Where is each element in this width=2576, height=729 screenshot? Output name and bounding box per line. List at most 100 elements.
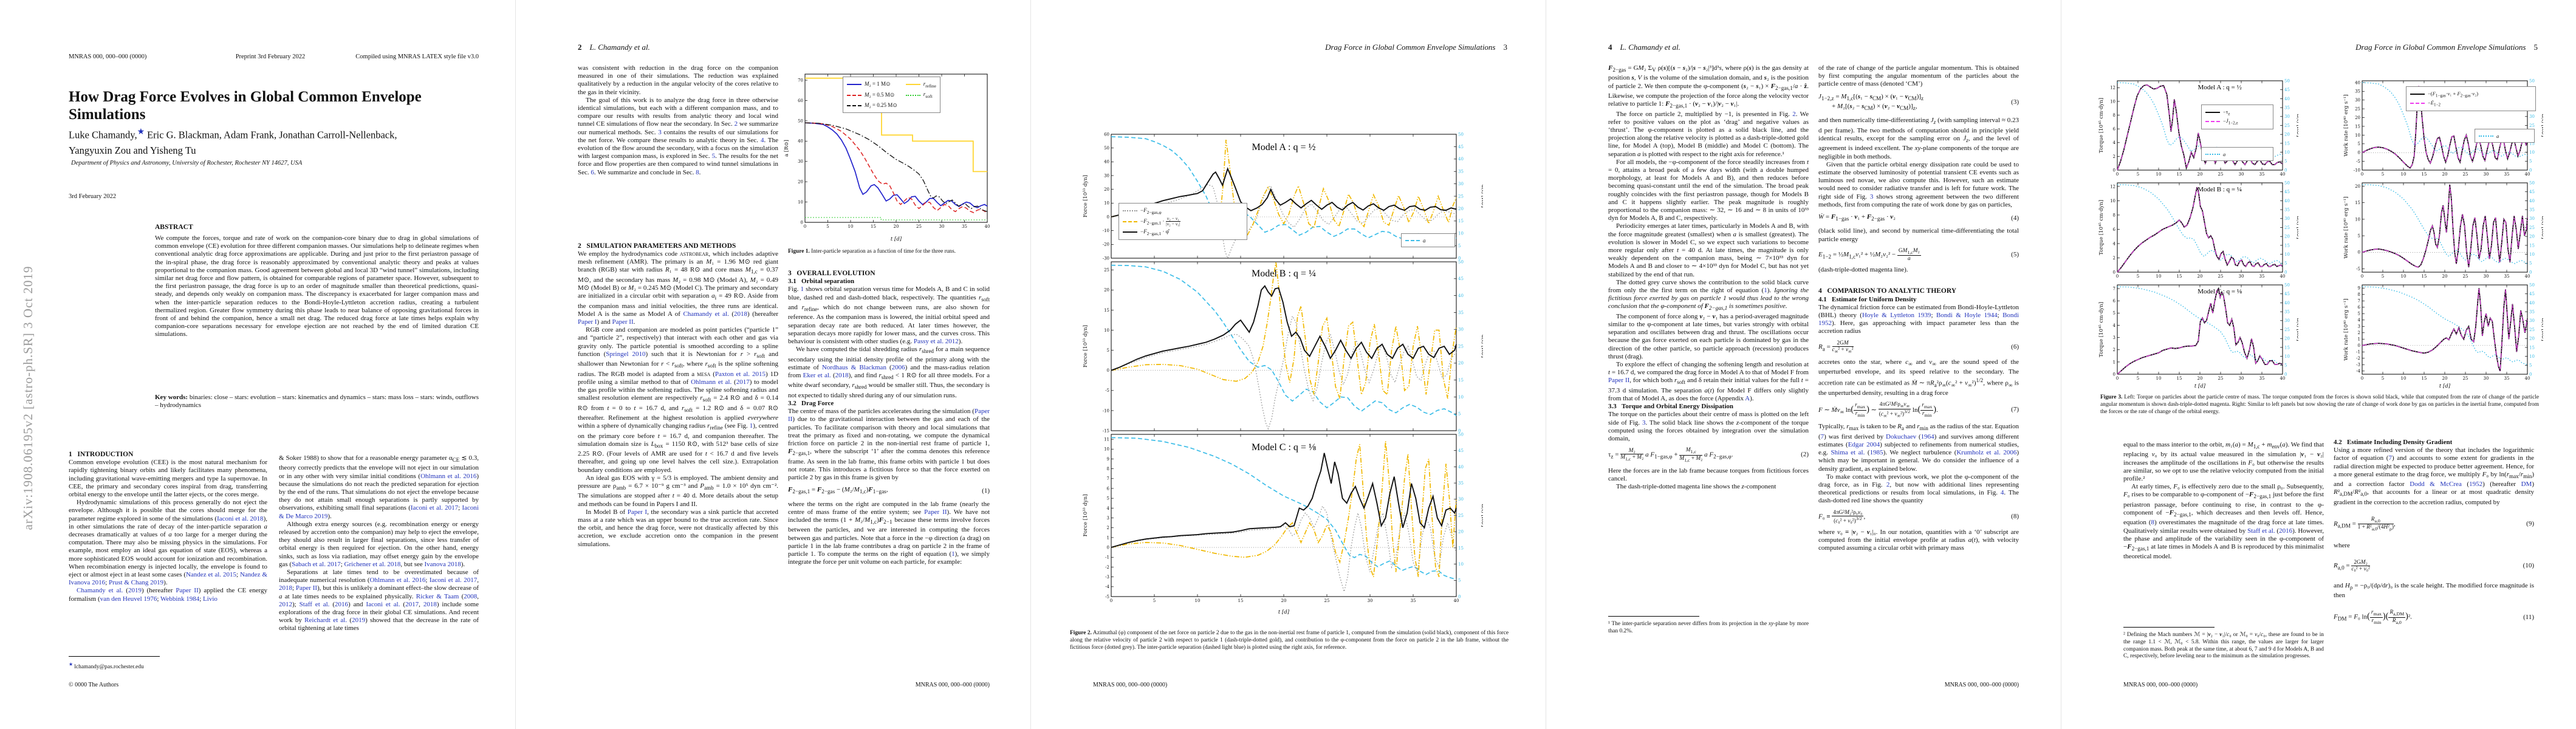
equation-5: E1−2 = ½M1,cv₁² + ½M₂v₂² − GM1,cM₂ a (5) — [1818, 247, 2019, 262]
column-right: of the rate of change of the particle an… — [1818, 64, 2019, 552]
svg-text:25: 25 — [2218, 172, 2224, 177]
svg-text:12: 12 — [2110, 184, 2115, 189]
svg-text:50: 50 — [2284, 79, 2290, 83]
line-sample-yellow-solid — [905, 83, 920, 85]
svg-text:-3: -3 — [2356, 363, 2360, 368]
svg-text:5: 5 — [1458, 412, 1461, 417]
svg-text:10: 10 — [2529, 252, 2535, 257]
svg-text:5: 5 — [2382, 274, 2384, 279]
svg-text:20: 20 — [2197, 172, 2203, 177]
svg-text:8: 8 — [2113, 113, 2115, 118]
svg-text:20: 20 — [2442, 172, 2448, 177]
svg-text:10: 10 — [2529, 150, 2535, 155]
svg-text:-10: -10 — [2354, 168, 2360, 173]
footnote-rule — [2123, 627, 2215, 628]
svg-text:20: 20 — [2355, 115, 2360, 120]
equation-9: Ra,DM = Ra,0 1 + R²a,0/(4H²ρ), (9) — [2334, 516, 2534, 532]
svg-text:4: 4 — [1107, 506, 1110, 511]
figure-1-plot: 0 5 10 15 20 25 30 35 40 0 10 20 30 40 50 60 70 t [d] a [R… — [784, 74, 990, 242]
svg-text:30: 30 — [2355, 98, 2360, 103]
svg-text:20: 20 — [1281, 598, 1287, 603]
svg-text:25: 25 — [1104, 268, 1109, 273]
svg-text:10: 10 — [2156, 376, 2162, 381]
page-footer: MNRAS 000, 000–000 (0000) — [915, 682, 990, 688]
svg-text:0: 0 — [1107, 368, 1109, 373]
preprint-date: Preprint 3rd February 2022 — [235, 53, 306, 60]
svg-text:35: 35 — [2284, 106, 2290, 111]
svg-text:t [d]: t [d] — [1278, 609, 1290, 615]
line-sample-black-solid — [2410, 93, 2425, 95]
svg-text:10: 10 — [2284, 252, 2290, 257]
svg-text:40: 40 — [2529, 199, 2535, 204]
svg-text:a(t) [R⊙]: a(t) [R⊙] — [1480, 185, 1483, 208]
svg-text:40: 40 — [798, 139, 803, 144]
column-left: was consistent with reduction in the dra… — [578, 64, 778, 549]
figure-2-separation-legend: a — [1401, 233, 1455, 247]
journal-ref: MNRAS 000, 000–000 (0000) — [69, 53, 147, 60]
equation-2: τz = M₂ M1,c + M₂ a F1−gas,φ + M1,c M1,c +… — [1608, 447, 1809, 463]
svg-text:6: 6 — [2113, 227, 2116, 232]
svg-text:10: 10 — [2110, 199, 2115, 204]
svg-text:45: 45 — [1458, 276, 1464, 281]
figure-3-torque-legend: −τz −J̇1−2,z — [2201, 104, 2273, 129]
svg-text:-4: -4 — [1105, 584, 1109, 589]
svg-text:-5: -5 — [2356, 267, 2360, 272]
svg-text:50: 50 — [1458, 260, 1464, 264]
paragraph: Common envelope evolution (CEE) is the m… — [69, 459, 267, 499]
svg-text:-2: -2 — [1105, 565, 1109, 570]
svg-text:Force [10³³ dyn]: Force [10³³ dyn] — [1083, 495, 1089, 537]
svg-text:0: 0 — [2284, 168, 2287, 173]
svg-text:7: 7 — [1107, 476, 1109, 481]
svg-text:a(t) [R⊙]: a(t) [R⊙] — [2295, 216, 2298, 239]
svg-text:2: 2 — [2113, 347, 2115, 352]
svg-text:a(t) [R⊙]: a(t) [R⊙] — [2540, 216, 2543, 239]
svg-text:3: 3 — [2113, 335, 2115, 340]
svg-text:40: 40 — [2525, 274, 2530, 279]
svg-text:20: 20 — [1458, 530, 1464, 535]
svg-text:20: 20 — [2355, 184, 2360, 189]
section-4-heading: 4 COMPARISON TO ANALYTIC THEORY — [1818, 287, 1957, 295]
svg-text:-15: -15 — [1103, 428, 1109, 433]
svg-text:50: 50 — [798, 118, 803, 123]
svg-text:10: 10 — [1458, 395, 1464, 400]
svg-text:Work rate [10⁴⁰ erg s⁻¹]: Work rate [10⁴⁰ erg s⁻¹] — [2343, 299, 2349, 361]
line-sample-gold-dashdot — [1123, 221, 1137, 222]
authors-line1: Luke Chamandy,★ Eric G. Blackman, Adam F… — [69, 127, 397, 141]
svg-text:4: 4 — [2358, 318, 2361, 323]
svg-text:35: 35 — [2284, 208, 2290, 213]
svg-text:0: 0 — [2529, 372, 2532, 377]
svg-text:Model A : q = ½: Model A : q = ½ — [2198, 84, 2242, 91]
svg-text:10: 10 — [1104, 201, 1109, 206]
svg-text:Force [10³³ dyn]: Force [10³³ dyn] — [1083, 325, 1089, 368]
svg-text:20: 20 — [2284, 234, 2290, 239]
svg-text:0: 0 — [801, 220, 803, 225]
svg-text:2: 2 — [1107, 525, 1109, 530]
paragraph: The component of force along v₂ − v₁ has… — [1608, 312, 1809, 360]
svg-text:10: 10 — [2284, 354, 2290, 359]
svg-text:0: 0 — [2116, 376, 2119, 381]
svg-text:10: 10 — [1195, 598, 1201, 603]
svg-text:0: 0 — [2529, 168, 2532, 173]
svg-text:Model A : q = ½: Model A : q = ½ — [1252, 142, 1315, 152]
paragraph: equal to the mass interior to the orbit,… — [2123, 441, 2324, 482]
equation-10: Ra,0 = 2GM₂ c₀² + v₀² (10) — [2334, 559, 2534, 572]
svg-text:15: 15 — [2529, 141, 2535, 146]
svg-text:15: 15 — [2284, 141, 2290, 146]
svg-text:10: 10 — [2401, 376, 2406, 381]
svg-text:25: 25 — [2529, 225, 2535, 230]
svg-text:a(t) [R⊙]: a(t) [R⊙] — [2295, 114, 2298, 137]
svg-text:35: 35 — [2284, 310, 2290, 315]
svg-text:5: 5 — [2529, 159, 2532, 164]
keywords: Key words: binaries: close – stars: evol… — [155, 394, 479, 409]
svg-text:20: 20 — [2442, 274, 2448, 279]
paragraph: of the rate of change of the particle an… — [1818, 64, 2019, 88]
svg-text:1: 1 — [2358, 337, 2360, 342]
equation-3: J1−2,z = M1,c[(s₁ − sCM) × (v₁ − vCM)]z … — [1818, 92, 2019, 112]
svg-text:40: 40 — [1458, 293, 1464, 298]
svg-text:50: 50 — [1458, 433, 1464, 437]
svg-text:0: 0 — [2358, 151, 2360, 156]
legend-label: −F2−gas,φ — [1140, 207, 1162, 215]
svg-text:5: 5 — [1107, 348, 1109, 353]
arxiv-watermark: arXiv:1908.06195v2 [astro-ph.SR] 3 Oct 2… — [21, 265, 35, 530]
figure-3-workrate-model-c: 0 5 10 15 20 25 30 35 40-4-3-2-10123456789051015… — [2343, 283, 2543, 389]
